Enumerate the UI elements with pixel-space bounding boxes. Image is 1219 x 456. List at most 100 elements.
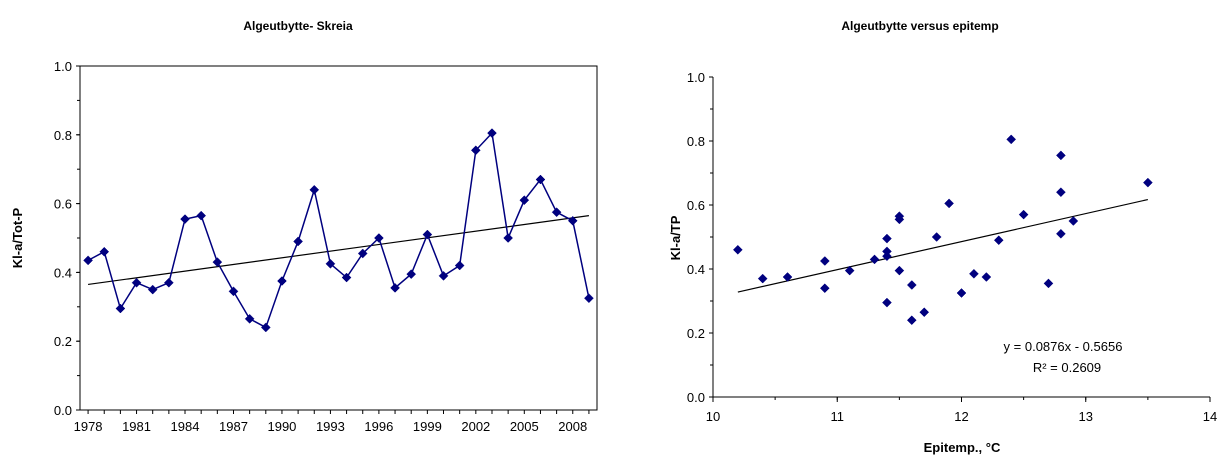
data-point xyxy=(438,270,449,281)
x-tick-label: 2008 xyxy=(558,419,587,434)
data-point xyxy=(260,322,271,333)
data-point xyxy=(470,145,481,156)
data-point xyxy=(406,269,417,279)
data-point xyxy=(1043,278,1054,289)
data-point xyxy=(567,215,578,226)
data-point xyxy=(732,244,743,255)
data-point xyxy=(894,265,905,276)
series-group xyxy=(732,134,1153,326)
x-tick-label: 13 xyxy=(1079,409,1093,424)
series-group xyxy=(83,128,594,333)
data-point xyxy=(325,258,336,269)
y-tick-label: 0.2 xyxy=(687,326,705,341)
y-tick-label: 0.4 xyxy=(687,262,705,277)
data-point xyxy=(819,283,830,294)
r-squared: R² = 0.2609 xyxy=(1033,360,1101,375)
data-point xyxy=(906,315,917,326)
data-point xyxy=(1056,150,1066,161)
data-point xyxy=(981,272,992,282)
data-point xyxy=(374,233,384,243)
data-point xyxy=(869,254,880,265)
data-point xyxy=(131,277,142,288)
data-point xyxy=(519,195,530,206)
x-tick-label: 11 xyxy=(831,409,845,424)
x-tick-label: 10 xyxy=(706,409,720,424)
data-point xyxy=(757,273,768,284)
data-point xyxy=(309,184,320,195)
y-axis-title: Kl-a/TP xyxy=(668,215,683,260)
x-tick-label: 1987 xyxy=(219,419,248,434)
x-tick-label: 12 xyxy=(954,409,968,424)
y-tick-label: 1.0 xyxy=(687,70,705,85)
y-axis-title: Kl-a/Tot-P xyxy=(10,207,25,268)
trendline xyxy=(737,198,1149,293)
data-point xyxy=(454,260,465,271)
data-point xyxy=(244,313,255,324)
y-tick-label: 1.0 xyxy=(54,59,72,74)
data-point xyxy=(277,276,287,286)
x-axis-title: Epitemp., °C xyxy=(924,440,1001,455)
x-tick-label: 2002 xyxy=(461,419,490,434)
x-axis: 10 11 12 13 14 xyxy=(706,397,1217,424)
chart-title: Algeutbytte- Skreia xyxy=(243,19,353,33)
data-point xyxy=(357,248,368,259)
x-tick-label: 1993 xyxy=(316,419,345,434)
x-axis: 1978 1981 1984 1987 1990 1993 1996 1999 2002 2005… xyxy=(74,410,590,434)
data-point xyxy=(894,214,905,225)
y-axis: 0.0 0.2 0.4 0.6 0.8 1.0 xyxy=(687,70,713,405)
y-tick-label: 0.8 xyxy=(54,128,72,143)
data-point xyxy=(906,280,917,290)
data-point xyxy=(931,232,942,242)
x-tick-label: 14 xyxy=(1203,409,1217,424)
y-tick-label: 0.0 xyxy=(687,390,705,405)
y-tick-label: 0.6 xyxy=(687,198,705,213)
data-point xyxy=(390,283,400,293)
data-point xyxy=(1006,134,1017,145)
x-tick-label: 1978 xyxy=(74,419,103,434)
y-tick-label: 0.4 xyxy=(54,265,72,280)
y-tick-label: 0.2 xyxy=(54,334,72,349)
x-tick-label: 1990 xyxy=(267,419,296,434)
x-tick-label: 1999 xyxy=(413,419,442,434)
data-point xyxy=(782,272,793,282)
data-point xyxy=(115,303,126,314)
data-point xyxy=(99,246,110,257)
trendline-group xyxy=(737,198,1149,293)
data-point xyxy=(83,255,93,266)
chart-title: Algeutbytte versus epitemp xyxy=(841,19,998,33)
data-point xyxy=(944,198,954,209)
data-point xyxy=(956,288,967,298)
data-point xyxy=(164,277,174,288)
data-point xyxy=(535,174,546,185)
data-point xyxy=(180,214,190,224)
data-point xyxy=(228,286,239,297)
chart-skreia: Algeutbytte- Skreia Kl-a/Tot-P 0.0 0.2 0.4… xyxy=(10,19,598,434)
data-point xyxy=(819,256,830,266)
data-point xyxy=(196,210,207,221)
data-point xyxy=(1056,187,1066,198)
data-point xyxy=(844,265,855,276)
data-point xyxy=(1018,209,1029,220)
data-point xyxy=(882,233,892,244)
x-tick-label: 2005 xyxy=(510,419,539,434)
data-point xyxy=(147,284,158,295)
data-point xyxy=(1056,228,1066,239)
x-tick-label: 1981 xyxy=(122,419,151,434)
data-point xyxy=(1068,216,1079,226)
data-point xyxy=(341,272,352,283)
data-point xyxy=(882,297,892,308)
data-point xyxy=(584,293,594,304)
x-tick-label: 1996 xyxy=(364,419,393,434)
y-tick-label: 0.0 xyxy=(54,403,72,418)
data-point xyxy=(1143,177,1153,188)
y-axis: 0.0 0.2 0.4 0.6 0.8 1.0 xyxy=(54,59,80,418)
regression-equation: y = 0.0876x - 0.5656 xyxy=(1004,339,1123,354)
data-point xyxy=(503,233,513,243)
y-tick-label: 0.6 xyxy=(54,197,72,212)
data-point xyxy=(487,128,497,138)
x-tick-label: 1984 xyxy=(171,419,200,434)
data-point xyxy=(919,307,930,318)
series-line xyxy=(87,131,590,329)
plot-area xyxy=(79,65,598,411)
